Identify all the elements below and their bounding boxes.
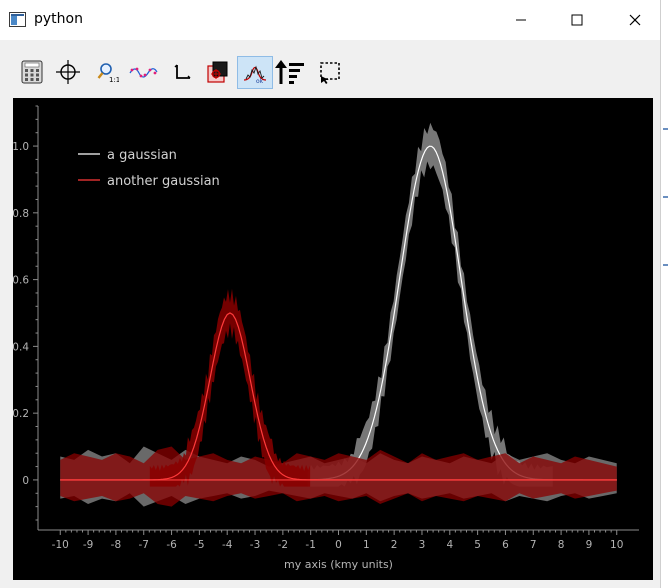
x-tick-label: 8 [558, 539, 565, 551]
maximize-button[interactable] [554, 0, 600, 40]
gaussian-fit-button[interactable]: ok [237, 56, 273, 89]
x-tick-label: -10 [52, 539, 69, 551]
svg-text:ok: ok [256, 78, 264, 84]
peak-band-series-1 [149, 288, 311, 487]
curve-fit-icon [129, 67, 158, 78]
x-tick-label: -3 [250, 539, 260, 551]
x-tick-label: 10 [610, 539, 623, 551]
x-tick-label: -5 [194, 539, 204, 551]
maximize-icon [571, 14, 583, 26]
legend-label-1: another gaussian [107, 174, 220, 189]
x-tick-label: 4 [446, 539, 453, 551]
y-tick-label: 0.6 [13, 275, 29, 287]
sort-descending-button[interactable] [274, 56, 306, 88]
plot-area[interactable]: -10 -9 -8 -7 -6 -5 -4 -3 -2 -1 0 1 2 3 4 5 6 7 8 9 10 0 0.2 0.4… [12, 98, 653, 580]
x-tick-label: 6 [502, 539, 509, 551]
export-image-button[interactable] [201, 56, 233, 88]
select-region-icon [320, 62, 340, 84]
crosshair-button[interactable] [52, 56, 84, 88]
minimize-icon [516, 19, 526, 21]
x-tick-label: 1 [363, 539, 370, 551]
peak-band-series-0 [307, 122, 553, 487]
close-icon [629, 14, 641, 26]
select-region-button[interactable] [313, 56, 345, 88]
x-tick-label: -7 [138, 539, 148, 551]
y-tick-label: 0.2 [13, 408, 29, 420]
sort-descending-icon [275, 60, 304, 84]
axes-button[interactable] [166, 56, 198, 88]
export-image-icon [207, 61, 228, 83]
close-button[interactable] [612, 0, 658, 40]
plot-toolbar: 1:1 [0, 40, 660, 96]
python-app-icon [9, 12, 26, 27]
x-tick-label: -1 [305, 539, 315, 551]
axes-icon [174, 64, 191, 79]
y-tick-label: 1.0 [13, 141, 29, 153]
legend-label-0: a gaussian [107, 148, 177, 163]
x-tick-label: -2 [278, 539, 288, 551]
x-tick-label: 2 [391, 539, 398, 551]
x-tick-label: -8 [111, 539, 121, 551]
x-tick-label: 7 [530, 539, 537, 551]
x-tick-label: -4 [222, 539, 233, 551]
zoom-button[interactable]: 1:1 [92, 56, 124, 88]
y-tick-label: 0 [22, 475, 29, 487]
calculator-button[interactable] [16, 56, 48, 88]
x-tick-label: 9 [586, 539, 593, 551]
x-axis-label: my axis (kmy units) [284, 558, 393, 571]
x-tick-label: 5 [474, 539, 481, 551]
title-bar[interactable]: python [0, 0, 660, 40]
minimize-button[interactable] [498, 0, 544, 40]
y-tick-label: 0.8 [13, 208, 29, 220]
y-tick-label: 0.4 [13, 341, 29, 353]
gaussian-fit-icon: ok [243, 64, 267, 84]
series-line-1 [60, 312, 617, 481]
curve-fit-button[interactable] [128, 56, 160, 88]
crosshair-icon [56, 60, 80, 84]
chart-svg: -10 -9 -8 -7 -6 -5 -4 -3 -2 -1 0 1 2 3 4 5 6 7 8 9 1000.20.4… [12, 105, 639, 571]
noise-band-series-1 [60, 446, 617, 507]
background-window-edge [661, 0, 669, 588]
x-tick-label: 3 [419, 539, 426, 551]
svg-text:1:1: 1:1 [109, 76, 119, 83]
calculator-icon [21, 60, 43, 84]
window-title: python [34, 11, 83, 27]
zoom-icon: 1:1 [97, 63, 119, 83]
x-tick-label: -9 [83, 539, 93, 551]
x-tick-label: -6 [166, 539, 177, 551]
x-tick-label: 0 [335, 539, 342, 551]
